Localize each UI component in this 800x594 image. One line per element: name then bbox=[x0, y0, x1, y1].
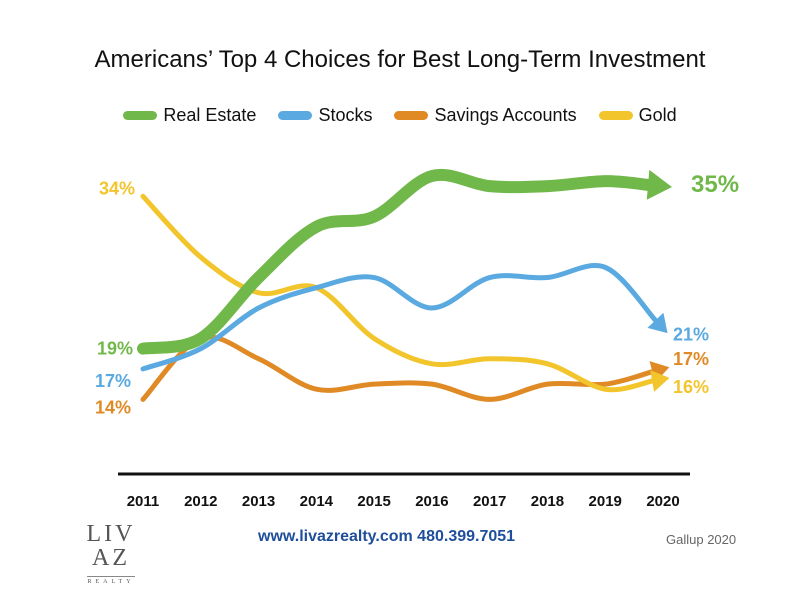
x-tick-label: 2018 bbox=[531, 493, 564, 510]
x-tick-label: 2017 bbox=[473, 493, 506, 510]
x-tick-label: 2013 bbox=[242, 493, 275, 510]
x-tick-label: 2014 bbox=[300, 493, 334, 510]
series-end-label-real-estate: 35% bbox=[691, 171, 739, 198]
logo-subtext: REALTY bbox=[87, 576, 135, 586]
x-tick-label: 2015 bbox=[357, 493, 390, 510]
series-arrowhead-gold bbox=[650, 370, 670, 392]
legend-label-gold: Gold bbox=[638, 105, 677, 125]
x-tick-label: 2011 bbox=[127, 493, 160, 510]
legend-label-real-estate: Real Estate bbox=[163, 105, 257, 125]
series-line-real-estate bbox=[137, 168, 655, 355]
legend-item-savings-accounts: Savings Accounts bbox=[394, 105, 577, 126]
x-tick-label: 2012 bbox=[184, 493, 217, 510]
series-start-label-real-estate: 19% bbox=[97, 339, 133, 359]
legend-swatch-gold bbox=[598, 111, 633, 120]
legend: Real Estate Stocks Savings Accounts Gold bbox=[0, 105, 800, 126]
legend-item-real-estate: Real Estate bbox=[123, 105, 256, 126]
series-start-label-gold: 34% bbox=[99, 178, 135, 198]
x-tick-label: 2016 bbox=[415, 493, 448, 510]
logo-text: LIV AZ bbox=[86, 521, 136, 571]
series-line-savings-accounts bbox=[140, 334, 655, 402]
series-start-label-stocks: 17% bbox=[95, 371, 131, 391]
legend-swatch-stocks bbox=[278, 111, 313, 120]
x-tick-label: 2019 bbox=[589, 493, 622, 510]
series-end-label-savings-accounts: 17% bbox=[673, 349, 709, 369]
series-end-label-gold: 16% bbox=[673, 377, 709, 397]
series-start-label-savings-accounts: 14% bbox=[95, 397, 131, 417]
series-arrowhead-real-estate bbox=[646, 169, 672, 200]
legend-swatch-savings-accounts bbox=[394, 111, 429, 120]
website-contact: www.livazrealty.com 480.399.7051 bbox=[258, 528, 516, 545]
series-end-label-stocks: 21% bbox=[673, 324, 709, 344]
company-logo: LIV AZ REALTY bbox=[66, 522, 156, 588]
source-credit: Gallup 2020 bbox=[666, 532, 737, 547]
series-arrowhead-stocks bbox=[647, 312, 668, 334]
chart-title: Americans’ Top 4 Choices for Best Long-T… bbox=[94, 46, 706, 73]
legend-item-gold: Gold bbox=[598, 105, 677, 126]
series-line-gold bbox=[140, 193, 655, 393]
x-tick-label: 2020 bbox=[646, 493, 679, 510]
legend-item-stocks: Stocks bbox=[278, 105, 372, 126]
series-line-stocks bbox=[140, 263, 658, 372]
legend-label-stocks: Stocks bbox=[318, 105, 373, 125]
legend-swatch-real-estate bbox=[123, 111, 158, 120]
legend-label-savings-accounts: Savings Accounts bbox=[434, 105, 577, 125]
